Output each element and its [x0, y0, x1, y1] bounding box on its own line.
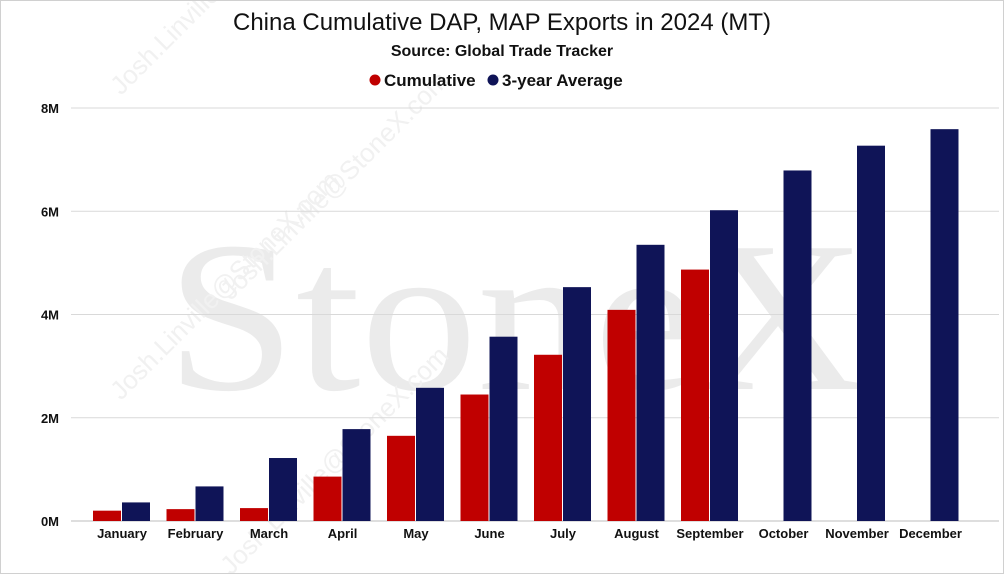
- x-axis-tick-labels: January February March April May June July Augu…: [97, 526, 962, 541]
- bar-cumulative: [93, 510, 121, 521]
- bar-3-year-average: [930, 129, 959, 521]
- chart-title: China Cumulative DAP, MAP Exports in 202…: [233, 9, 771, 36]
- x-tick-label: October: [759, 526, 809, 541]
- bar-3-year-average: [489, 336, 518, 521]
- x-tick-label: February: [168, 526, 224, 541]
- bar-3-year-average: [710, 210, 738, 521]
- legend: Cumulative 3-year Average: [369, 71, 623, 90]
- x-tick-label: July: [550, 526, 577, 541]
- y-tick-label: 4M: [41, 308, 59, 323]
- bar-3-year-average: [857, 145, 885, 521]
- chart-subtitle: Source: Global Trade Tracker: [391, 43, 613, 60]
- x-tick-label: November: [825, 526, 889, 541]
- bar-cumulative: [240, 508, 268, 521]
- bar-cumulative: [313, 476, 342, 521]
- bar-3-year-average: [122, 502, 150, 521]
- bars: [93, 129, 959, 521]
- bar-3-year-average: [416, 387, 444, 521]
- x-tick-label: March: [250, 526, 288, 541]
- x-tick-label: May: [403, 526, 429, 541]
- legend-marker-cumulative: [369, 74, 381, 86]
- legend-label-3-year-average: 3-year Average: [502, 71, 623, 90]
- x-tick-label: January: [97, 526, 148, 541]
- bar-cumulative: [607, 309, 636, 521]
- legend-label-cumulative: Cumulative: [384, 71, 476, 90]
- bar-cumulative: [681, 269, 709, 521]
- x-tick-label: June: [474, 526, 504, 541]
- legend-marker-3-year-average: [487, 74, 499, 86]
- y-axis-tick-labels: 0M 2M 4M 6M 8M: [41, 101, 59, 529]
- y-tick-label: 2M: [41, 411, 59, 426]
- bar-3-year-average: [195, 486, 224, 521]
- x-tick-label: September: [676, 526, 743, 541]
- x-tick-label: April: [328, 526, 358, 541]
- bar-cumulative: [534, 354, 562, 521]
- bar-cumulative: [166, 509, 195, 521]
- x-tick-label: December: [899, 526, 962, 541]
- bar-3-year-average: [269, 458, 297, 521]
- bar-cumulative: [387, 435, 415, 521]
- y-tick-label: 6M: [41, 204, 59, 219]
- bar-3-year-average: [636, 244, 665, 521]
- y-tick-label: 0M: [41, 514, 59, 529]
- bar-3-year-average: [563, 287, 591, 521]
- y-tick-label: 8M: [41, 101, 59, 116]
- bar-3-year-average: [342, 429, 371, 521]
- x-tick-label: August: [614, 526, 659, 541]
- bar-3-year-average: [783, 170, 812, 521]
- bar-cumulative: [460, 394, 489, 521]
